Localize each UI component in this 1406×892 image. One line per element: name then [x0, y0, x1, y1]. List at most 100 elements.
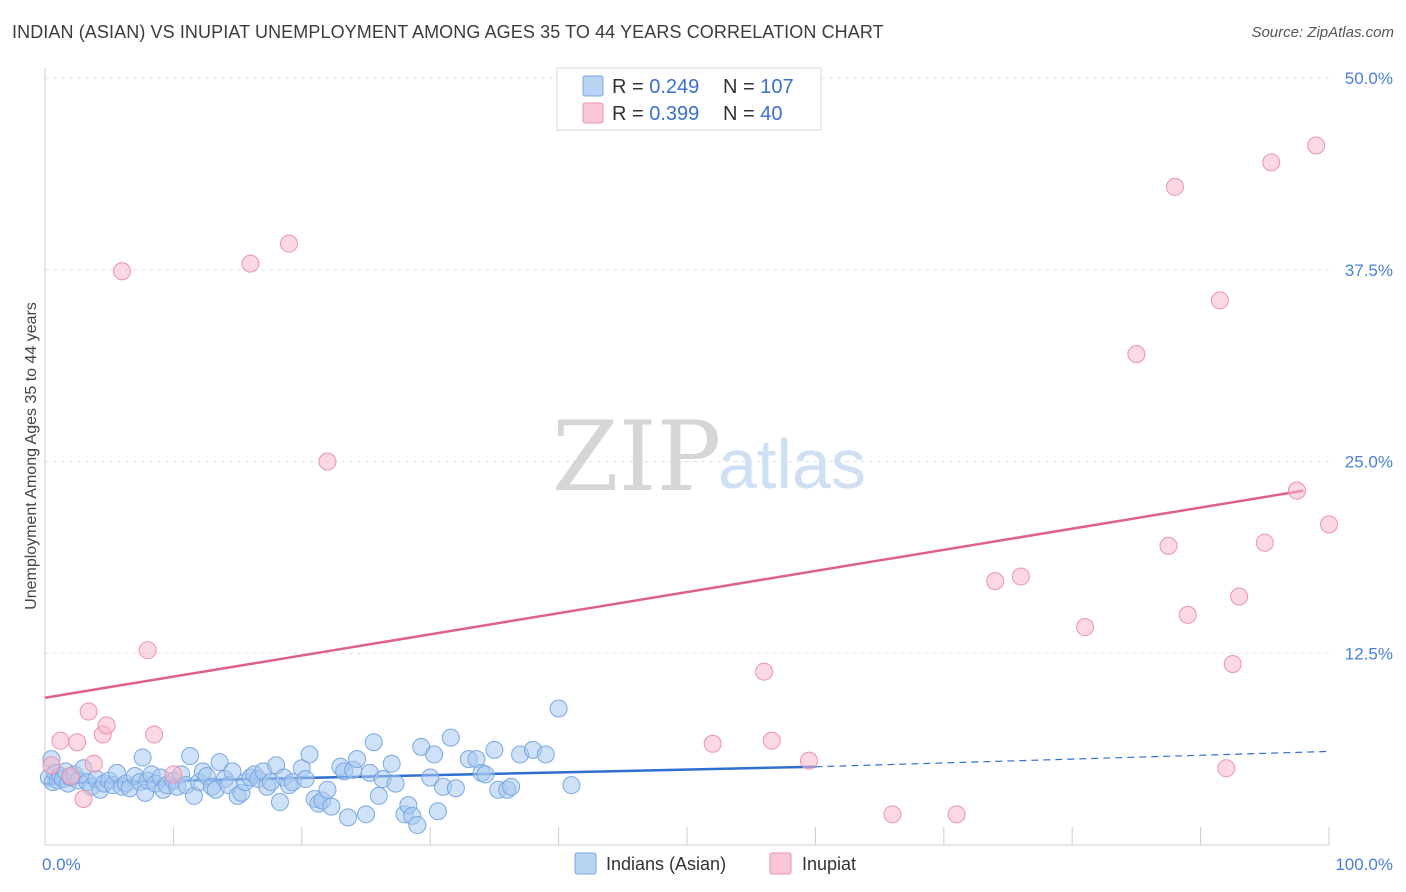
point-indians-105	[549, 699, 568, 718]
point-indians-104	[536, 745, 555, 764]
point-inupiat-32	[1230, 587, 1249, 606]
point-inupiat-9	[113, 262, 132, 281]
point-inupiat-1	[51, 731, 70, 750]
point-inupiat-10	[138, 641, 157, 660]
axes	[44, 68, 1330, 846]
point-inupiat-13	[241, 254, 260, 273]
svg-text:R = 0.249: R = 0.249	[612, 76, 699, 98]
watermark-atlas: atlas	[718, 425, 866, 503]
x-tick-label-1: 100.0%	[1335, 855, 1393, 874]
bottom-legend-label-indians: Indians (Asian)	[606, 854, 726, 874]
point-inupiat-14	[279, 234, 298, 253]
point-inupiat-3	[68, 733, 87, 752]
point-indians-73	[339, 808, 358, 827]
point-indians-86	[408, 816, 427, 835]
y-tick-label-2: 37.5%	[1345, 261, 1393, 280]
point-indians-81	[382, 754, 401, 773]
point-inupiat-28	[1178, 605, 1197, 624]
point-inupiat-20	[883, 805, 902, 824]
y-tick-label-1: 25.0%	[1345, 453, 1393, 472]
point-inupiat-27	[1165, 177, 1184, 196]
point-inupiat-12	[164, 765, 183, 784]
trend-lines	[44, 489, 1330, 785]
chart-title: INDIAN (ASIAN) VS INUPIAT UNEMPLOYMENT A…	[12, 22, 884, 42]
trend-line-inupiat	[44, 489, 1304, 699]
point-inupiat-21	[947, 805, 966, 824]
trend-line-indians-projection	[815, 750, 1330, 768]
point-inupiat-17	[755, 662, 774, 681]
point-indians-65	[300, 745, 319, 764]
point-indians-76	[357, 805, 375, 824]
point-inupiat-19	[799, 751, 818, 770]
point-inupiat-22	[986, 572, 1005, 591]
point-indians-101	[502, 777, 521, 796]
bottom-legend: Indians (Asian) Inupiat	[574, 852, 856, 875]
point-inupiat-8	[97, 716, 116, 735]
point-inupiat-33	[1255, 533, 1274, 552]
legend-r-value-indians: 0.249	[649, 76, 699, 98]
point-indians-106	[562, 776, 581, 795]
legend: R = 0.249 N = 107 R = 0.399 N = 40	[556, 67, 822, 131]
point-inupiat-34	[1262, 153, 1281, 172]
point-inupiat-29	[1210, 291, 1229, 310]
point-inupiat-11	[145, 725, 164, 744]
point-inupiat-16	[703, 734, 722, 753]
y-tick-label-0: 12.5%	[1345, 644, 1393, 663]
svg-text:R = 0.399: R = 0.399	[612, 103, 699, 125]
point-indians-64	[296, 770, 315, 789]
point-inupiat-24	[1076, 618, 1095, 637]
point-inupiat-31	[1223, 654, 1242, 673]
bottom-legend-swatch-inupiat	[769, 852, 792, 875]
point-inupiat-30	[1217, 759, 1236, 778]
point-inupiat-36	[1307, 136, 1326, 155]
point-indians-93	[446, 779, 465, 798]
legend-n-label-inupiat: N =	[723, 103, 760, 125]
legend-swatch-indians	[582, 75, 604, 97]
point-indians-75	[348, 750, 367, 769]
point-indians-98	[485, 740, 504, 759]
legend-swatch-inupiat	[582, 102, 604, 124]
point-inupiat-4	[74, 789, 93, 808]
point-indians-79	[369, 786, 388, 805]
point-inupiat-2	[61, 766, 80, 785]
point-indians-59	[270, 793, 289, 812]
point-indians-92	[441, 728, 460, 747]
point-indians-82	[386, 774, 405, 793]
bottom-legend-label-inupiat: Inupiat	[802, 854, 856, 874]
point-indians-90	[428, 802, 447, 821]
point-indians-78	[364, 733, 383, 752]
point-indians-38	[181, 747, 200, 766]
point-inupiat-18	[762, 731, 781, 750]
grid-lines	[45, 77, 1329, 654]
x-tick-labels: 0.0% 100.0%	[42, 855, 1393, 874]
point-inupiat-23	[1011, 567, 1030, 586]
legend-r-label-indians: R =	[612, 76, 649, 98]
point-inupiat-37	[1320, 515, 1338, 534]
point-indians-88	[421, 768, 440, 787]
source-credit: Source: ZipAtlas.com	[1251, 24, 1394, 41]
legend-n-label-indians: N =	[723, 76, 760, 98]
point-inupiat-0	[42, 756, 61, 775]
point-inupiat-26	[1159, 536, 1178, 555]
point-indians-69	[318, 780, 337, 799]
point-indians-97	[476, 765, 495, 784]
point-indians-48	[223, 762, 242, 781]
legend-n-value-indians: 107	[760, 76, 793, 98]
point-indians-26	[133, 748, 152, 767]
y-tick-labels: 12.5% 25.0% 37.5% 50.0%	[1345, 69, 1393, 663]
data-points	[39, 136, 1338, 835]
svg-text:N = 107: N = 107	[723, 76, 794, 98]
legend-r-label-inupiat: R =	[612, 103, 649, 125]
y-tick-label-3: 50.0%	[1345, 69, 1393, 88]
watermark-zip: ZIP	[552, 401, 721, 513]
legend-r-value-inupiat: 0.399	[649, 103, 699, 125]
point-indians-70	[322, 797, 341, 816]
point-indians-89	[425, 745, 444, 764]
y-axis-label: Unemployment Among Ages 35 to 44 years	[23, 302, 40, 610]
bottom-legend-swatch-indians	[574, 852, 597, 875]
point-inupiat-5	[79, 702, 98, 721]
svg-text:N = 40: N = 40	[723, 103, 783, 125]
point-inupiat-15	[318, 452, 337, 471]
point-inupiat-35	[1287, 481, 1306, 500]
